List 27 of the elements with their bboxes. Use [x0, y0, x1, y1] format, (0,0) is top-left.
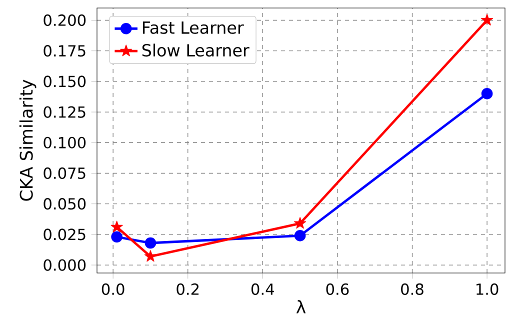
y-tick-label: 0.100 — [44, 136, 86, 148]
x-tick-label: 1.0 — [476, 283, 498, 295]
x-tick-label: 0.2 — [176, 283, 199, 295]
legend-label: Slow Learner — [142, 44, 250, 57]
y-tick-label: 0.175 — [44, 45, 86, 57]
y-tick-label: 0.000 — [44, 259, 86, 271]
point — [110, 220, 123, 232]
x-tick-label: 0.8 — [401, 283, 424, 295]
point — [144, 250, 157, 262]
y-tick-label: 0.200 — [44, 14, 86, 26]
point — [294, 217, 306, 229]
x-tick-label: 0.4 — [251, 283, 274, 295]
y-tick-label: 0.075 — [44, 167, 86, 180]
x-axis-title: λ — [296, 300, 306, 314]
y-axis-title: CKA Similarity — [19, 80, 36, 201]
x-tick-label: 0.0 — [102, 283, 124, 295]
y-tick-label: 0.025 — [44, 228, 86, 240]
legend-label: Fast Learner — [142, 22, 244, 34]
point — [111, 231, 122, 243]
point — [481, 14, 494, 26]
y-tick-label: 0.125 — [44, 106, 86, 118]
point — [481, 88, 493, 100]
x-tick-label: 0.6 — [326, 283, 349, 295]
y-tick-label: 0.050 — [44, 198, 86, 210]
y-tick-label: 0.150 — [44, 76, 86, 88]
point — [294, 230, 306, 242]
point — [144, 237, 156, 249]
